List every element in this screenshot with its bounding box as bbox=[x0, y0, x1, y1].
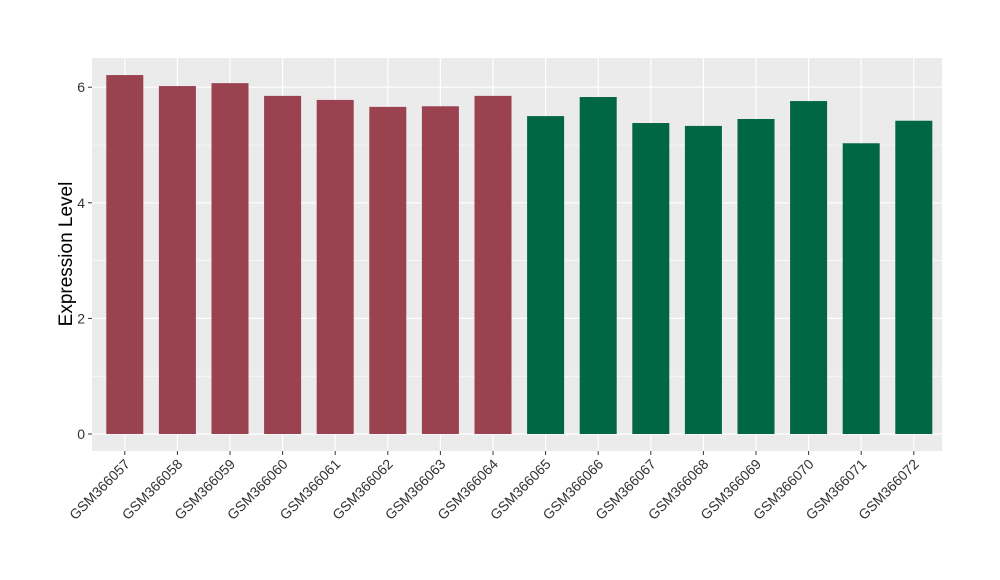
bar-GSM366072 bbox=[895, 120, 933, 434]
bar-GSM366062 bbox=[369, 106, 407, 435]
bar-GSM366058 bbox=[158, 86, 196, 434]
bar-GSM366060 bbox=[264, 95, 302, 435]
y-axis: 0 2 4 6 bbox=[77, 79, 92, 442]
y-axis-title: Expression Level bbox=[56, 182, 77, 327]
bar-GSM366063 bbox=[421, 106, 459, 435]
bar-GSM366068 bbox=[684, 125, 722, 435]
y-tick-label: 0 bbox=[77, 426, 85, 442]
x-axis: GSM366057GSM366058GSM366059GSM366060GSM3… bbox=[66, 451, 922, 523]
bar-GSM366069 bbox=[737, 118, 775, 435]
y-tick-label: 4 bbox=[77, 195, 85, 211]
bar-GSM366061 bbox=[316, 99, 354, 434]
bar-GSM366070 bbox=[790, 101, 828, 435]
bar-GSM366071 bbox=[842, 143, 880, 435]
bar-GSM366067 bbox=[632, 123, 670, 434]
bar-GSM366065 bbox=[527, 116, 565, 434]
y-tick-label: 6 bbox=[77, 79, 85, 95]
bars bbox=[106, 75, 933, 435]
bar-GSM366057 bbox=[106, 75, 144, 434]
y-tick-label: 2 bbox=[77, 310, 85, 326]
bar-GSM366064 bbox=[474, 95, 512, 435]
bar-GSM366059 bbox=[211, 83, 249, 435]
bar-GSM366066 bbox=[579, 97, 617, 434]
